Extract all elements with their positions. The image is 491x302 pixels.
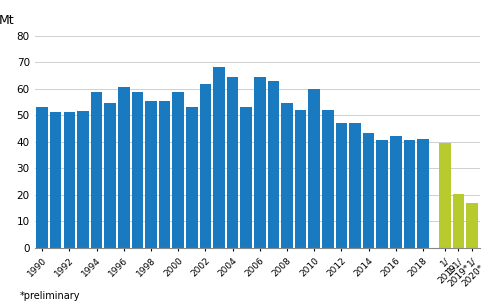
Bar — [132, 92, 143, 248]
Bar — [186, 107, 197, 248]
Bar — [336, 123, 347, 248]
Bar — [36, 107, 48, 248]
Bar — [105, 103, 116, 248]
Bar — [417, 139, 429, 248]
Bar — [349, 123, 361, 248]
Bar — [268, 82, 279, 248]
Bar — [145, 101, 157, 248]
Text: *preliminary: *preliminary — [20, 291, 80, 301]
Bar — [466, 203, 478, 248]
Bar — [439, 143, 451, 248]
Bar — [50, 112, 61, 248]
Bar — [404, 140, 415, 248]
Bar — [159, 101, 170, 248]
Bar — [118, 87, 130, 248]
Bar — [63, 112, 75, 248]
Bar — [172, 92, 184, 248]
Bar — [377, 140, 388, 248]
Text: Mt: Mt — [0, 14, 15, 27]
Bar — [363, 133, 375, 248]
Bar — [241, 107, 252, 248]
Bar — [295, 111, 306, 248]
Bar — [199, 85, 211, 248]
Bar — [77, 111, 89, 248]
Bar — [453, 194, 464, 248]
Bar — [281, 103, 293, 248]
Bar — [91, 92, 102, 248]
Bar — [254, 77, 266, 248]
Bar — [308, 89, 320, 248]
Bar — [322, 110, 333, 248]
Bar — [390, 136, 402, 248]
Bar — [227, 77, 238, 248]
Bar — [213, 67, 225, 248]
